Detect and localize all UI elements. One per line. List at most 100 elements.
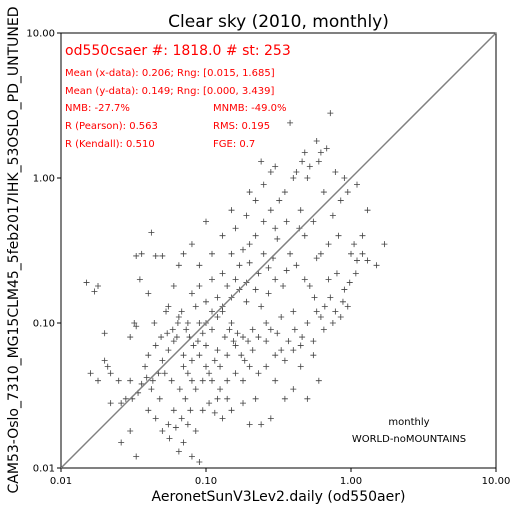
data-point <box>240 377 247 384</box>
data-point <box>196 320 203 326</box>
data-point <box>332 308 339 315</box>
data-point <box>272 377 279 384</box>
x-tick-label: 0.01 <box>50 476 72 487</box>
y-tick-label: 0.10 <box>33 319 55 330</box>
data-point <box>313 255 320 262</box>
data-point <box>341 175 348 181</box>
data-point <box>203 298 209 305</box>
data-point <box>224 377 231 384</box>
data-point <box>178 415 185 422</box>
data-point <box>203 363 209 370</box>
data-point <box>364 257 371 264</box>
data-point <box>297 363 304 370</box>
y-tick-label: 0.01 <box>33 464 55 475</box>
data-point <box>246 421 253 428</box>
data-point <box>232 225 239 232</box>
data-point <box>245 338 252 345</box>
data-point <box>190 342 197 349</box>
data-point <box>280 282 287 289</box>
data-point <box>359 232 366 239</box>
data-point <box>290 308 297 315</box>
data-point <box>310 218 317 225</box>
data-point <box>219 270 226 277</box>
data-point <box>381 241 388 248</box>
data-point <box>240 334 247 341</box>
data-point <box>187 407 194 414</box>
x-tick-label: 0.10 <box>195 476 217 487</box>
data-point <box>351 241 358 248</box>
data-point <box>267 168 274 175</box>
data-point <box>281 395 288 402</box>
data-point <box>246 363 253 370</box>
data-point <box>203 218 209 225</box>
data-point <box>234 330 241 337</box>
data-point <box>107 370 114 377</box>
data-point <box>373 262 380 269</box>
data-point <box>180 352 187 359</box>
y-axis-label: CAM53-Oslo_7310_MG15CLM45_5feb2017IHK_53… <box>6 7 22 494</box>
data-point <box>232 276 239 283</box>
x-tick-label: 1.00 <box>340 476 362 487</box>
stats-mean-y: Mean (y-data): 0.149; Rng: [0.000, 3.439… <box>65 86 275 97</box>
data-point <box>199 330 206 337</box>
data-point <box>133 252 140 259</box>
data-point <box>240 246 247 253</box>
data-point <box>321 303 328 310</box>
data-point <box>265 290 272 297</box>
data-point <box>283 218 290 225</box>
data-point <box>224 352 231 359</box>
data-point <box>236 262 243 269</box>
data-point <box>299 334 306 341</box>
data-point <box>329 320 336 326</box>
data-point <box>344 189 351 196</box>
y-tick-label: 1.00 <box>33 174 55 185</box>
data-point <box>127 427 134 434</box>
data-point <box>320 326 327 333</box>
data-point <box>159 427 166 434</box>
data-point <box>287 119 294 126</box>
data-point <box>209 250 216 257</box>
data-point <box>341 286 348 293</box>
data-point <box>165 347 172 354</box>
data-point <box>209 276 216 283</box>
data-point <box>272 225 279 232</box>
data-point <box>131 320 138 326</box>
data-point <box>313 137 320 144</box>
data-point <box>183 326 190 333</box>
data-point <box>272 163 279 170</box>
data-point <box>310 338 317 345</box>
data-point <box>133 323 140 330</box>
data-point <box>337 313 344 320</box>
data-point <box>306 282 313 289</box>
data-point <box>246 259 253 266</box>
data-point <box>263 320 270 326</box>
data-point <box>115 377 122 384</box>
x-axis-ticks: 0.01 0.10 1.00 10.00 <box>50 468 510 487</box>
data-point <box>214 294 221 301</box>
data-point <box>188 453 195 460</box>
data-point <box>138 250 145 257</box>
data-point <box>169 326 176 333</box>
data-point <box>252 232 259 239</box>
data-point <box>217 363 224 370</box>
data-point <box>142 363 149 370</box>
data-point <box>199 407 206 414</box>
data-point <box>315 377 322 384</box>
data-point <box>323 145 330 152</box>
data-point <box>301 149 308 156</box>
data-point <box>317 313 324 320</box>
data-point <box>255 334 262 341</box>
data-point <box>152 342 159 349</box>
data-point <box>219 232 226 239</box>
data-point <box>127 334 134 341</box>
data-point <box>281 357 288 364</box>
data-point <box>267 326 274 333</box>
data-point <box>258 158 265 165</box>
data-point <box>354 257 361 264</box>
data-point <box>170 282 177 289</box>
data-point <box>145 407 152 414</box>
data-point <box>359 250 366 257</box>
data-point <box>127 377 134 384</box>
data-point <box>118 400 125 407</box>
